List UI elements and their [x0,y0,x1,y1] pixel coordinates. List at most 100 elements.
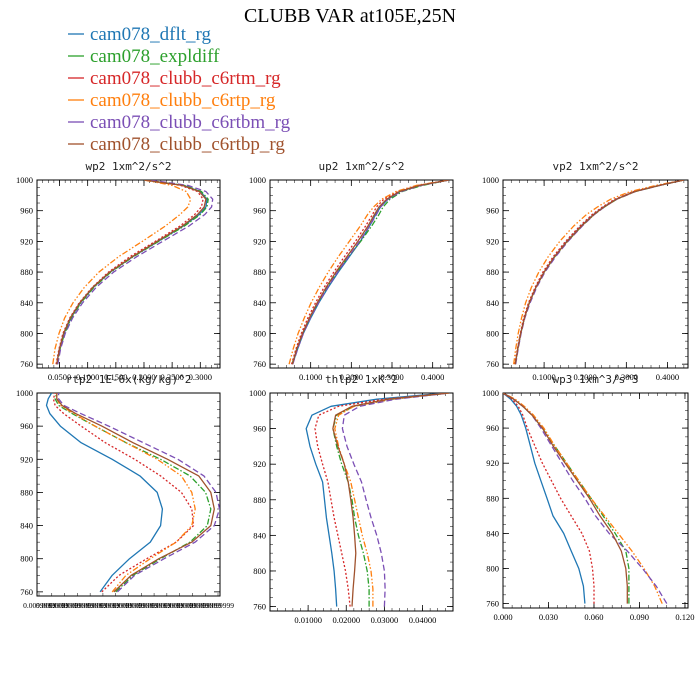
legend-label: cam078_clubb_c6rtbp_rg [90,134,285,155]
x-tick-label: 0.0099999 [23,601,55,610]
y-tick-label: 760 [486,359,499,369]
plot-frame [36,179,221,369]
panel-6: wp3 1xm^3/s^3 760 800 840 880 920 960 1000 0.000… [482,373,695,622]
y-tick-label: 760 [20,587,33,597]
y-tick-label: 960 [486,423,499,433]
y-tick-label: 760 [253,359,266,369]
series-group [513,180,685,365]
series-line [292,180,450,365]
y-tick-label: 840 [20,521,33,531]
x-tick-label: 0.120 [675,612,694,622]
series-line [56,393,196,593]
series-line [503,393,663,604]
series-group [503,393,668,604]
series-line [341,393,450,607]
y-tick-label: 960 [253,424,266,434]
y-tick-label: 840 [253,298,266,308]
y-tick-label: 800 [253,566,266,576]
series-line [503,393,595,604]
series-line [57,180,214,365]
x-tick-label: 0.2500 [160,372,183,382]
series-group [288,180,450,365]
x-tick-label: 0.0099999 [87,601,119,610]
series-group [45,393,220,593]
series-line [54,393,212,593]
x-tick-label: 0.1000 [299,372,322,382]
series-line [52,393,195,593]
y-tick-label: 800 [20,328,33,338]
x-tick-label: 0.1000 [532,372,555,382]
panel-3: vp2 1xm^2/s^2 760 800 840 880 920 960 1000 0.100… [482,160,689,382]
y-tick-label: 880 [486,267,499,277]
series-line [514,180,685,365]
series-line [503,393,630,604]
x-tick-label: 0.3000 [615,372,638,382]
x-tick-label: 0.1000 [76,372,99,382]
x-tick-label: 0.0099999 [36,601,68,610]
x-tick-label: 0.03000 [371,615,399,625]
y-tick-label: 1000 [249,388,266,398]
plot-frame [269,179,454,369]
y-tick-label: 840 [253,530,266,540]
panel-title: thlp2 1xK^2 [325,373,398,386]
panel-title: up2 1xm^2/s^2 [318,160,404,173]
x-tick-label: 0.0099999 [49,601,81,610]
series-line [314,393,450,607]
series-line [515,180,685,365]
x-tick-label: 0.3000 [380,372,403,382]
plot-frame [502,392,689,609]
series-line [305,393,446,607]
series-line [288,180,450,365]
series-line [291,180,450,365]
series-line [56,180,208,365]
x-tick-label: 0.0099999 [138,601,170,610]
x-tick-label: 0.01000 [294,615,322,625]
series-line [56,393,215,593]
series-line [503,393,668,604]
x-tick-label: 0.0099999 [189,601,221,610]
series-line [514,180,685,365]
y-tick-label: 880 [253,495,266,505]
series-line [503,393,628,604]
y-tick-label: 1000 [482,388,499,398]
legend: cam078_dflt_rgcam078_expldiffcam078_club… [68,24,291,155]
x-tick-label: 0.0500 [48,372,71,382]
x-tick-label: 0.0099999 [113,601,145,610]
y-tick-label: 920 [486,458,499,468]
series-line [503,393,586,604]
y-tick-label: 1000 [16,388,33,398]
panel-1: wp2 1xm^2/s^2 760 800 840 880 920 960 1000 0.050… [16,160,221,382]
x-tick-label: 0.04000 [409,615,437,625]
y-tick-label: 920 [20,236,33,246]
y-tick-label: 960 [253,206,266,216]
x-tick-label: 0.2000 [574,372,597,382]
series-line [57,393,220,593]
series-line [291,180,450,365]
series-line [514,180,685,365]
y-tick-label: 1000 [249,175,266,185]
x-tick-label: 0.4000 [421,372,444,382]
figure-title: CLUBB VAR at105E,25N [244,5,456,27]
legend-label: cam078_dflt_rg [90,24,212,45]
series-line [514,180,685,365]
x-tick-label: 0.0099999 [61,601,93,610]
x-tick-label: 0.0099999 [100,601,132,610]
panel-title: wp3 1xm^3/s^3 [552,373,638,386]
legend-label: cam078_clubb_c6rtm_rg [90,68,281,89]
series-line [291,180,450,365]
x-tick-label: 0.4000 [656,372,679,382]
y-tick-label: 920 [253,236,266,246]
series-group [305,393,450,607]
x-tick-label: 0.1500 [104,372,127,382]
y-tick-label: 960 [486,206,499,216]
y-tick-label: 960 [20,206,33,216]
y-tick-label: 760 [20,359,33,369]
legend-label: cam078_clubb_c6rtp_rg [90,90,276,111]
x-tick-label: 0.0099999 [74,601,106,610]
x-tick-label: 0.030 [539,612,558,622]
series-line [52,180,192,365]
y-tick-label: 760 [486,599,499,609]
y-tick-label: 880 [253,267,266,277]
x-tick-label: 0.0099999 [176,601,208,610]
panel-5: thlp2 1xK^2 760 800 840 880 920 960 1000 0.01000… [249,373,454,625]
